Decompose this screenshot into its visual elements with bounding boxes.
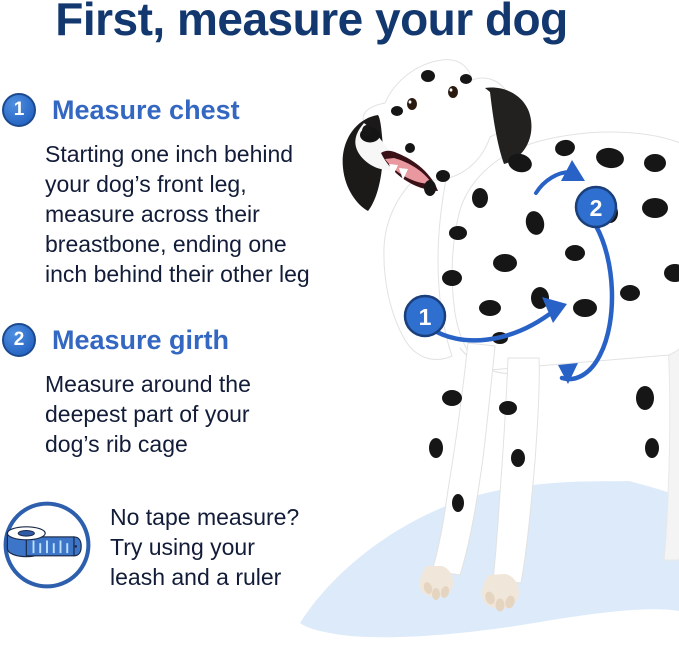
svg-text:2: 2 — [590, 195, 603, 221]
svg-text:1: 1 — [419, 304, 432, 330]
